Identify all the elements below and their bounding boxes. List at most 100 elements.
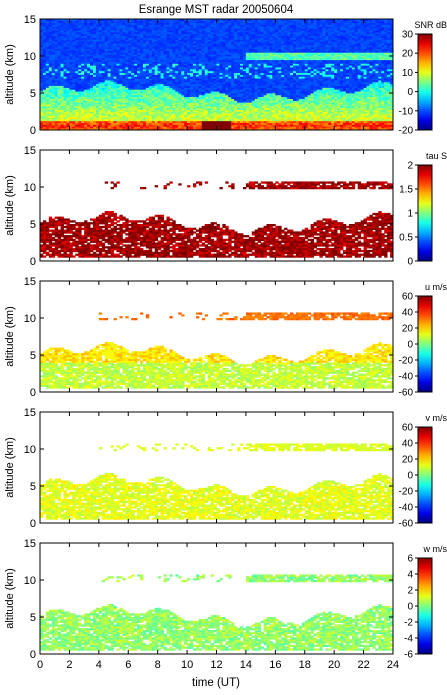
heatmap-cell: [190, 107, 194, 111]
heatmap-cell: [201, 39, 206, 42]
heatmap-cell: [228, 57, 232, 61]
heatmap-cell: [119, 93, 123, 96]
heatmap-cell: [237, 30, 241, 33]
heatmap-cell: [175, 43, 179, 46]
heatmap-cell: [269, 44, 273, 48]
heatmap-cell: [234, 52, 238, 55]
heatmap-cell: [66, 24, 70, 27]
heatmap-cell: [284, 118, 288, 122]
heatmap-cell: [281, 70, 285, 74]
heatmap-cell: [216, 44, 220, 48]
heatmap-cell: [48, 98, 53, 101]
heatmap-cell: [213, 65, 217, 68]
heatmap-cell: [137, 31, 141, 35]
heatmap-cell: [266, 37, 270, 40]
heatmap-cell: [66, 93, 70, 96]
heatmap-cell: [245, 56, 250, 59]
heatmap-cell: [122, 118, 126, 122]
heatmap-cell: [157, 41, 162, 44]
heatmap-cell: [195, 107, 200, 111]
heatmap-cell: [172, 72, 176, 75]
heatmap-cell: [228, 50, 232, 53]
heatmap-cell: [154, 124, 159, 127]
heatmap-cell: [57, 113, 61, 116]
heatmap-cell: [272, 39, 276, 42]
heatmap-cell: [40, 124, 44, 127]
heatmap-cell: [281, 91, 285, 94]
heatmap-cell: [60, 44, 64, 48]
heatmap-cell: [260, 113, 264, 116]
heatmap-cell: [113, 76, 117, 79]
heatmap-cell: [175, 24, 179, 27]
heatmap-cell: [122, 74, 126, 77]
heatmap-cell: [72, 20, 76, 24]
heatmap-cell: [184, 44, 188, 48]
heatmap-cell: [242, 24, 247, 27]
heatmap-cell: [160, 46, 164, 49]
heatmap-cell: [122, 31, 126, 35]
heatmap-cell: [231, 63, 235, 66]
heatmap-cell: [240, 81, 244, 85]
heatmap-cell: [192, 96, 197, 99]
heatmap-cell: [169, 93, 173, 96]
heatmap-cell: [51, 76, 56, 79]
heatmap-cell: [228, 37, 232, 40]
heatmap-cell: [148, 19, 153, 22]
heatmap-cell: [198, 33, 203, 37]
heatmap-cell: [101, 111, 106, 114]
heatmap-cell: [78, 78, 82, 81]
heatmap-cell: [231, 78, 235, 81]
heatmap-cell: [40, 83, 44, 86]
heatmap-cell: [216, 70, 220, 74]
heatmap-cell: [125, 83, 129, 86]
heatmap-cell: [225, 54, 229, 57]
heatmap-cell: [72, 100, 76, 103]
heatmap-cell: [260, 59, 264, 62]
heatmap-cell: [216, 100, 220, 103]
heatmap-cell: [213, 111, 217, 114]
heatmap-cell: [190, 48, 194, 51]
heatmap-cell: [95, 117, 100, 120]
heatmap-cell: [72, 107, 76, 111]
heatmap-cell: [128, 52, 132, 55]
heatmap-cell: [278, 76, 282, 79]
heatmap-cell: [272, 19, 276, 22]
heatmap-cell: [181, 56, 185, 59]
heatmap-cell: [101, 89, 106, 92]
heatmap-cell: [154, 37, 159, 40]
heatmap-cell: [92, 76, 97, 79]
heatmap-cell: [134, 91, 138, 94]
heatmap-cell: [181, 67, 185, 70]
heatmap-cell: [95, 78, 100, 81]
heatmap-cell: [263, 63, 267, 66]
heatmap-cell: [84, 105, 88, 109]
heatmap-cell: [237, 41, 241, 44]
heatmap-cell: [234, 81, 238, 85]
heatmap-cell: [125, 105, 129, 109]
heatmap-cell: [66, 104, 70, 107]
heatmap-cell: [275, 67, 279, 70]
heatmap-cell: [272, 44, 276, 48]
heatmap-cell: [116, 128, 120, 130]
heatmap-cell: [57, 56, 61, 59]
heatmap-cell: [57, 57, 61, 61]
heatmap-cell: [60, 35, 64, 38]
heatmap-cell: [98, 44, 103, 48]
heatmap-cell: [237, 118, 241, 122]
heatmap-cell: [81, 126, 85, 129]
heatmap-cell: [248, 126, 253, 129]
heatmap-cell: [210, 26, 214, 29]
heatmap-cell: [69, 57, 73, 61]
heatmap-cell: [151, 118, 156, 122]
heatmap-cell: [137, 57, 141, 61]
heatmap-cell: [51, 74, 56, 77]
heatmap-cell: [142, 80, 147, 83]
heatmap-cell: [263, 122, 267, 125]
heatmap-cell: [95, 120, 100, 123]
heatmap-cell: [125, 93, 129, 96]
heatmap-cell: [201, 70, 206, 74]
heatmap-cell: [45, 107, 50, 111]
heatmap-cell: [251, 35, 256, 38]
heatmap-cell: [110, 37, 114, 40]
heatmap-cell: [222, 100, 226, 103]
